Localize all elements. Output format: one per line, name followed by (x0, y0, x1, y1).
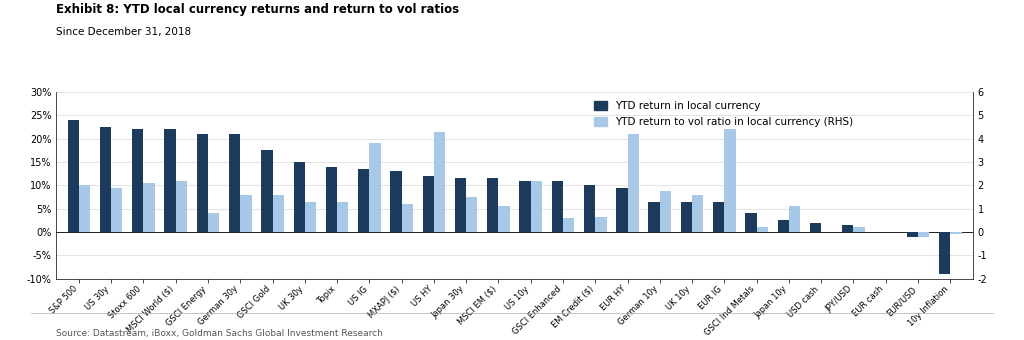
Bar (724, 129, 735, 232)
Bar (487, 178, 499, 232)
Bar (906, 232, 918, 237)
Bar (616, 188, 628, 232)
Bar (810, 223, 821, 232)
Bar (229, 134, 241, 232)
Bar (595, 217, 606, 232)
Bar (757, 227, 768, 232)
Bar (390, 171, 401, 232)
Bar (853, 227, 864, 232)
Bar (370, 143, 381, 232)
Bar (659, 191, 671, 232)
Bar (197, 134, 208, 232)
Bar (950, 232, 962, 234)
Bar (530, 181, 542, 232)
Bar (112, 188, 123, 232)
Bar (423, 176, 434, 232)
Bar (241, 194, 252, 232)
Bar (788, 206, 800, 232)
Bar (552, 181, 563, 232)
Bar (143, 183, 155, 232)
Bar (499, 206, 510, 232)
Bar (401, 204, 413, 232)
Bar (358, 169, 370, 232)
Bar (563, 218, 574, 232)
Bar (326, 167, 337, 232)
Bar (261, 150, 272, 232)
Bar (132, 129, 143, 232)
Legend: YTD return in local currency, YTD return to vol ratio in local currency (RHS): YTD return in local currency, YTD return… (590, 97, 858, 131)
Bar (939, 232, 950, 274)
Bar (434, 132, 445, 232)
Bar (100, 127, 112, 232)
Bar (466, 197, 477, 232)
Bar (692, 194, 703, 232)
Bar (519, 181, 530, 232)
Bar (294, 162, 305, 232)
Text: Since December 31, 2018: Since December 31, 2018 (56, 27, 191, 37)
Bar (777, 220, 788, 232)
Bar (79, 185, 90, 232)
Bar (165, 129, 176, 232)
Text: Source: Datastream, iBoxx, Goldman Sachs Global Investment Research: Source: Datastream, iBoxx, Goldman Sachs… (56, 329, 383, 338)
Bar (648, 202, 659, 232)
Bar (272, 194, 284, 232)
Bar (208, 214, 219, 232)
Bar (918, 232, 929, 237)
Bar (455, 178, 466, 232)
Text: Exhibit 8: YTD local currency returns and return to vol ratios: Exhibit 8: YTD local currency returns an… (56, 3, 460, 16)
Bar (176, 181, 187, 232)
Bar (745, 214, 757, 232)
Bar (305, 202, 316, 232)
Bar (584, 185, 595, 232)
Bar (681, 202, 692, 232)
Bar (842, 225, 853, 232)
Bar (337, 202, 348, 232)
Bar (68, 120, 79, 232)
Bar (628, 134, 639, 232)
Bar (713, 202, 724, 232)
